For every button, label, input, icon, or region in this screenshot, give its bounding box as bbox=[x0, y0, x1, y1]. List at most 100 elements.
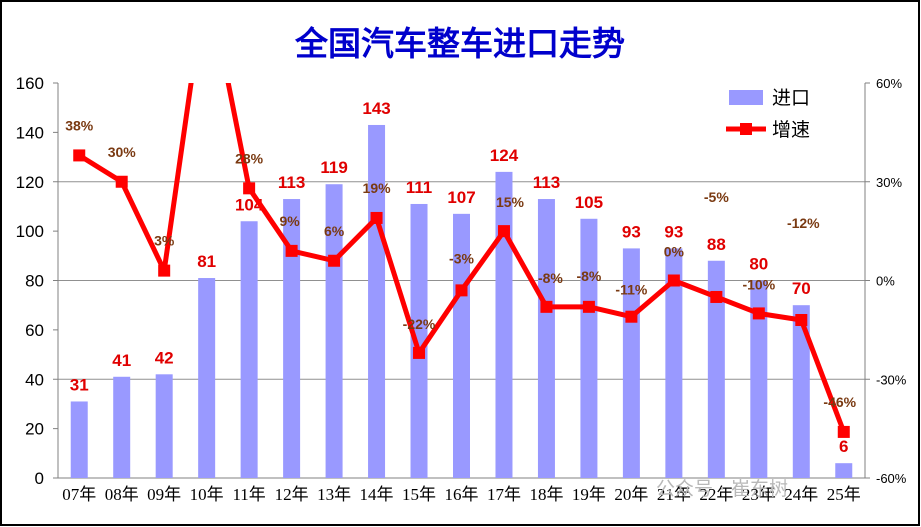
bar bbox=[750, 280, 768, 478]
line-marker bbox=[710, 290, 723, 303]
x-tick-label: 07年 bbox=[62, 485, 96, 504]
line-marker bbox=[413, 346, 426, 359]
bar-value-label: 6 bbox=[839, 437, 848, 456]
bar-value-label: 42 bbox=[155, 348, 174, 367]
line-value-label: -3% bbox=[449, 250, 474, 266]
bar-value-label: 113 bbox=[278, 173, 305, 192]
left-tick-label: 20 bbox=[25, 420, 44, 439]
right-tick-label: 0% bbox=[876, 274, 895, 289]
line-value-label: -8% bbox=[538, 270, 563, 286]
bar bbox=[70, 401, 88, 478]
x-tick-label: 22年 bbox=[699, 485, 733, 504]
line-value-label: -8% bbox=[576, 268, 601, 284]
x-tick-label: 23年 bbox=[742, 485, 776, 504]
bar-value-label: 119 bbox=[320, 158, 347, 177]
line-labels: 38% 30% 3% 28% 9% 6% 19% -22% -3% 15% -8% -8% -11% 0%… bbox=[65, 117, 856, 409]
line-value-label: -11% bbox=[615, 282, 647, 298]
bar bbox=[368, 124, 386, 478]
x-tick-label: 21年 bbox=[657, 485, 691, 504]
x-tick-label: 12年 bbox=[275, 485, 309, 504]
bar bbox=[410, 203, 428, 478]
left-tick-label: 0 bbox=[35, 469, 44, 488]
line-marker bbox=[582, 300, 595, 313]
bar bbox=[453, 213, 470, 478]
bar-value-label: 107 bbox=[447, 188, 475, 207]
bar bbox=[665, 248, 683, 478]
bar-value-label: 80 bbox=[749, 255, 768, 274]
legend-label: 进口 bbox=[772, 87, 810, 109]
line-marker bbox=[497, 225, 510, 238]
line-marker bbox=[752, 307, 765, 320]
bar bbox=[707, 260, 725, 478]
legend-swatch-marker bbox=[740, 123, 752, 135]
bar-value-label: 93 bbox=[664, 222, 683, 241]
x-tick-label: 10年 bbox=[190, 485, 224, 504]
line-marker bbox=[243, 182, 256, 195]
bar-series bbox=[70, 124, 853, 478]
left-tick-label: 100 bbox=[16, 222, 44, 241]
bar bbox=[113, 376, 131, 478]
bar-value-label: 70 bbox=[792, 279, 811, 298]
line-marker bbox=[158, 264, 171, 277]
bar bbox=[283, 199, 301, 478]
bar bbox=[580, 218, 598, 478]
bar-value-label: 113 bbox=[533, 173, 560, 192]
bar-value-label: 105 bbox=[575, 193, 603, 212]
bar-value-label: 31 bbox=[70, 375, 89, 394]
line-marker bbox=[625, 310, 638, 323]
bar bbox=[495, 171, 513, 478]
line-value-label: 0% bbox=[664, 244, 685, 260]
bar bbox=[155, 374, 173, 478]
chart-title: 全国汽车整车进口走势 bbox=[294, 24, 625, 63]
line-marker bbox=[837, 425, 850, 438]
x-tick-label: 19年 bbox=[572, 485, 606, 504]
line-marker bbox=[370, 211, 383, 224]
bar bbox=[198, 278, 216, 478]
left-tick-label: 40 bbox=[25, 370, 44, 389]
watermark: 公众号 · 崔东树 bbox=[656, 478, 788, 500]
right-tick-label: -30% bbox=[876, 372, 907, 387]
right-tick-label: 30% bbox=[876, 175, 902, 190]
x-tick-label: 13年 bbox=[317, 485, 351, 504]
bar-value-label: 88 bbox=[707, 235, 726, 254]
line-marker bbox=[455, 284, 468, 297]
x-tick-label: 24年 bbox=[784, 485, 818, 504]
x-tick-label: 11年 bbox=[232, 485, 265, 504]
axes: 020406080100120140160-60%-30%0%30%60%07年… bbox=[16, 74, 907, 504]
right-tick-label: -60% bbox=[876, 471, 907, 486]
line-marker bbox=[667, 274, 680, 287]
line-value-label: -22% bbox=[403, 316, 436, 332]
line-marker bbox=[73, 149, 86, 162]
x-tick-label: 18年 bbox=[529, 485, 563, 504]
left-tick-label: 160 bbox=[16, 74, 44, 93]
line-value-label: -5% bbox=[704, 189, 729, 205]
line-value-label: 6% bbox=[324, 223, 345, 239]
line-marker bbox=[795, 314, 808, 326]
bar-value-label: 41 bbox=[112, 351, 131, 370]
right-tick-label: 60% bbox=[876, 76, 902, 91]
bar bbox=[240, 221, 258, 478]
left-tick-label: 60 bbox=[25, 321, 44, 340]
left-tick-label: 120 bbox=[16, 173, 44, 192]
x-tick-label: 25年 bbox=[827, 485, 861, 504]
line-value-label: 3% bbox=[154, 233, 175, 249]
line-value-label: 19% bbox=[363, 180, 392, 196]
x-tick-label: 17年 bbox=[487, 485, 521, 504]
bar-value-label: 111 bbox=[406, 178, 433, 197]
legend-label: 增速 bbox=[772, 119, 810, 141]
line-value-label: 38% bbox=[65, 117, 94, 133]
bar bbox=[622, 248, 640, 478]
line-marker bbox=[328, 254, 341, 267]
bar bbox=[537, 199, 555, 478]
line-marker bbox=[540, 300, 553, 313]
left-tick-label: 140 bbox=[16, 123, 44, 142]
legend-swatch-bar bbox=[729, 90, 763, 105]
x-tick-label: 14年 bbox=[360, 485, 394, 504]
line-marker bbox=[285, 244, 298, 257]
x-tick-label: 09年 bbox=[147, 485, 181, 504]
line-marker bbox=[115, 175, 128, 188]
bar-value-label: 81 bbox=[197, 252, 216, 271]
